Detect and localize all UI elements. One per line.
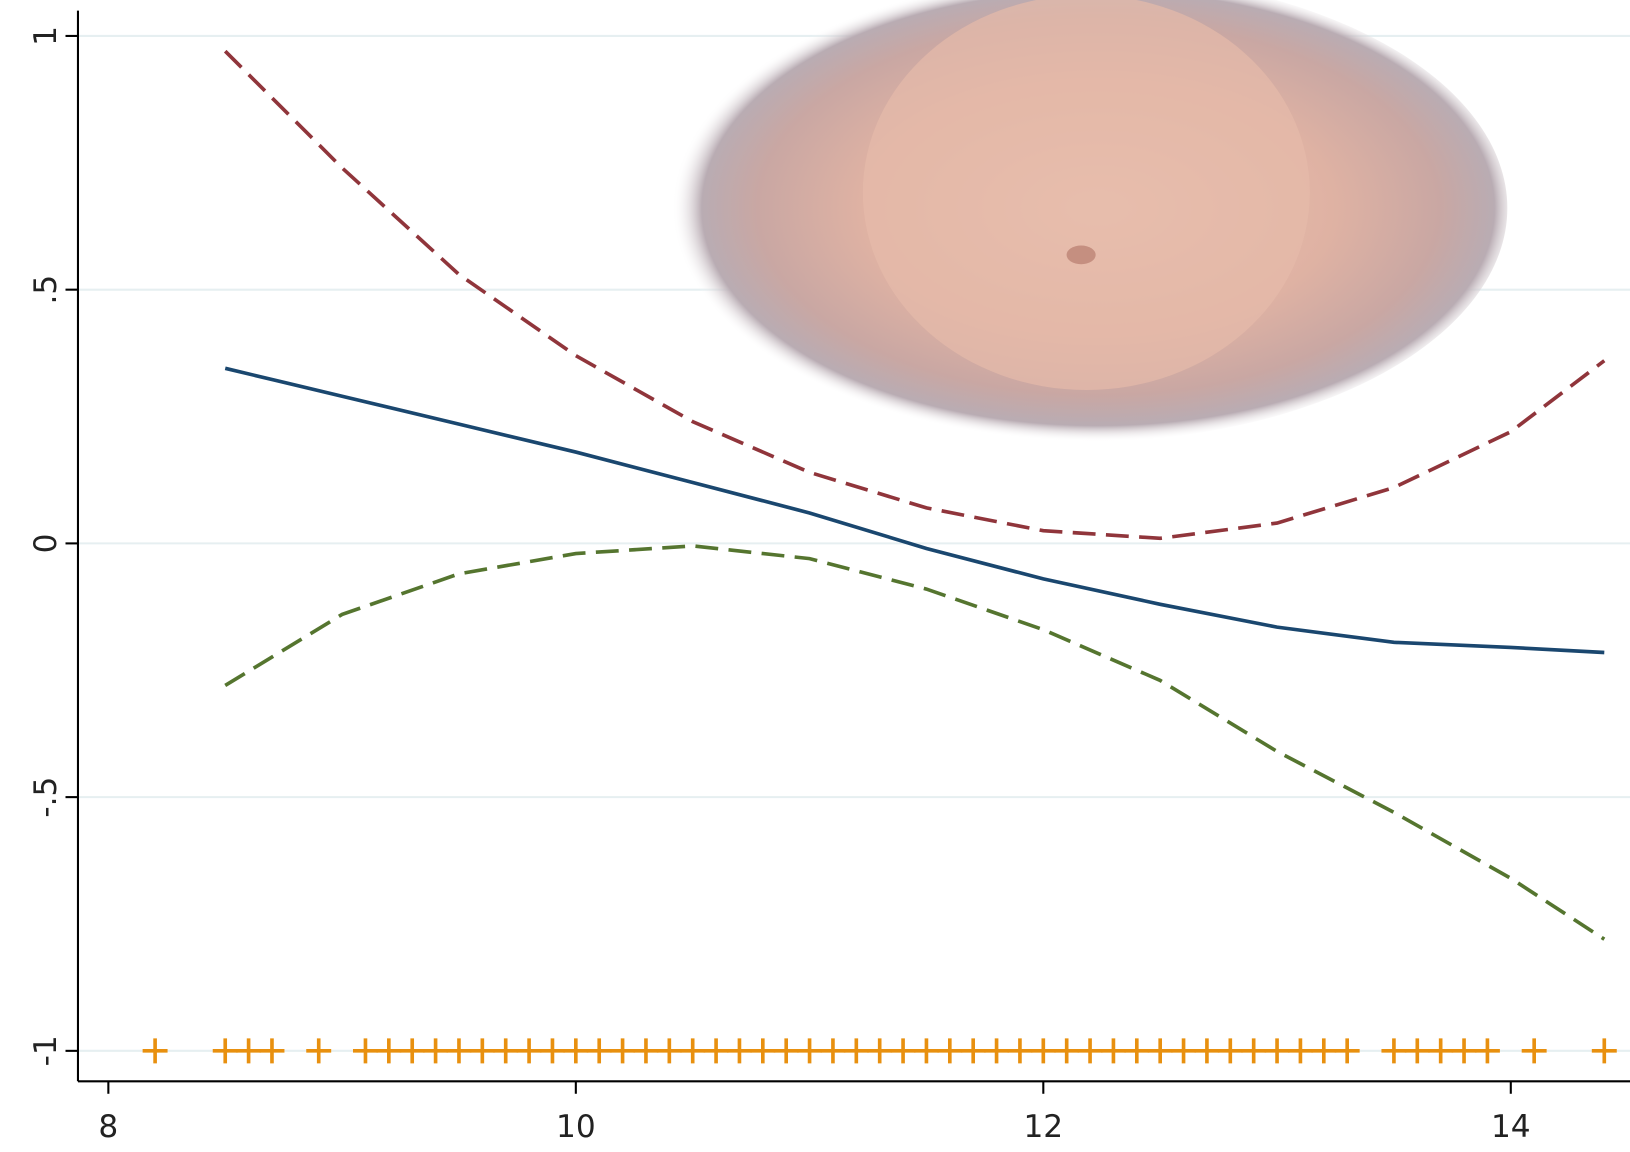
rug-marker bbox=[726, 1038, 752, 1064]
rug-marker bbox=[212, 1038, 238, 1064]
rug-marker bbox=[773, 1038, 799, 1064]
rug-marker bbox=[1381, 1038, 1407, 1064]
rug-marker bbox=[1521, 1038, 1547, 1064]
rug-marker bbox=[493, 1038, 519, 1064]
rug-marker bbox=[797, 1038, 823, 1064]
x-tick-label: 8 bbox=[98, 1109, 118, 1145]
rug-marker bbox=[1404, 1038, 1430, 1064]
rug-marker bbox=[1217, 1038, 1243, 1064]
rug-marker bbox=[352, 1038, 378, 1064]
rug-marker bbox=[1428, 1038, 1454, 1064]
rug-marker bbox=[1124, 1038, 1150, 1064]
rug-marker bbox=[1194, 1038, 1220, 1064]
rug-marker bbox=[1264, 1038, 1290, 1064]
y-tick-label: 0 bbox=[28, 533, 64, 553]
photo-detail bbox=[862, 0, 1310, 390]
rug-marker bbox=[1591, 1038, 1617, 1064]
rug-marker bbox=[1007, 1038, 1033, 1064]
rug-marker bbox=[656, 1038, 682, 1064]
y-tick-label: -1 bbox=[28, 1035, 64, 1066]
rug-marker bbox=[843, 1038, 869, 1064]
rug-marker bbox=[469, 1038, 495, 1064]
rug-marker bbox=[1171, 1038, 1197, 1064]
rug-marker bbox=[399, 1038, 425, 1064]
photo-detail bbox=[1066, 245, 1096, 265]
x-tick-label: 14 bbox=[1491, 1109, 1531, 1145]
rug-marker bbox=[1334, 1038, 1360, 1064]
rug-marker bbox=[259, 1038, 285, 1064]
rug-marker bbox=[890, 1038, 916, 1064]
rug-marker bbox=[1030, 1038, 1056, 1064]
y-tick-label: -.5 bbox=[28, 777, 64, 818]
rug-marker bbox=[539, 1038, 565, 1064]
rug-marker bbox=[820, 1038, 846, 1064]
rug-marker bbox=[1474, 1038, 1500, 1064]
rug-marker bbox=[1241, 1038, 1267, 1064]
rug-marker bbox=[937, 1038, 963, 1064]
rug-marker bbox=[1054, 1038, 1080, 1064]
rug-marker bbox=[867, 1038, 893, 1064]
rug-marker bbox=[1100, 1038, 1126, 1064]
rug-marker bbox=[633, 1038, 659, 1064]
rug-marker bbox=[516, 1038, 542, 1064]
rug-marker bbox=[1451, 1038, 1477, 1064]
rug-marker bbox=[1311, 1038, 1337, 1064]
y-tick-label: .5 bbox=[28, 275, 64, 305]
rug-marker bbox=[236, 1038, 262, 1064]
rug-marker bbox=[1077, 1038, 1103, 1064]
y-tick-label: 1 bbox=[28, 26, 64, 46]
rug-marker bbox=[984, 1038, 1010, 1064]
rug-marker bbox=[680, 1038, 706, 1064]
rug-marker bbox=[960, 1038, 986, 1064]
rug-marker bbox=[1287, 1038, 1313, 1064]
line bbox=[224, 366, 1605, 655]
rug-marker bbox=[750, 1038, 776, 1064]
rug-marker bbox=[913, 1038, 939, 1064]
rug-marker bbox=[142, 1038, 168, 1064]
rug-marker bbox=[306, 1038, 332, 1064]
rug-marker bbox=[446, 1038, 472, 1064]
rug-marker bbox=[376, 1038, 402, 1064]
rug-marker bbox=[586, 1038, 612, 1064]
x-tick-label: 12 bbox=[1023, 1109, 1063, 1145]
rug-marker bbox=[703, 1038, 729, 1064]
line bbox=[224, 544, 1606, 941]
rug-marker bbox=[423, 1038, 449, 1064]
rug-marker bbox=[610, 1038, 636, 1064]
rug-marker bbox=[563, 1038, 589, 1064]
x-tick-label: 10 bbox=[556, 1109, 596, 1145]
line bbox=[223, 49, 1606, 541]
rug-marker bbox=[1147, 1038, 1173, 1064]
